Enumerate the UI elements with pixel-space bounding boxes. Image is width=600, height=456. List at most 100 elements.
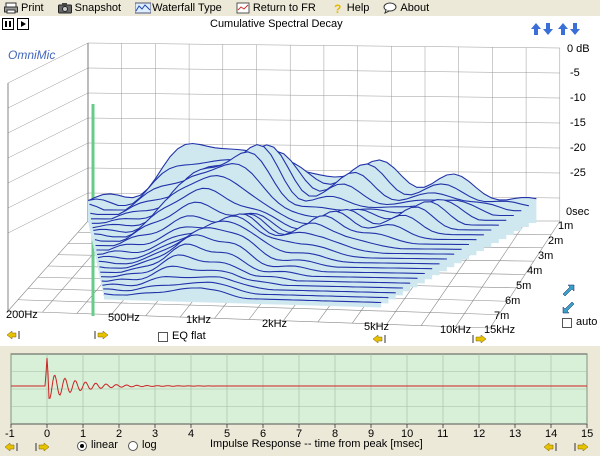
waterfall-type-button[interactable]: Waterfall Type — [134, 0, 222, 16]
time-tick: 1m — [558, 220, 574, 232]
impulse-x-tick: 10 — [401, 428, 414, 440]
waterfall-panel: Cumulative Spectral Decay OmniMic 0 dB -… — [0, 16, 600, 346]
auto-checkbox[interactable] — [562, 318, 572, 328]
down-arrow-icon[interactable] — [543, 23, 553, 35]
impulse-x-tick: 8 — [332, 428, 339, 440]
plot-title: Cumulative Spectral Decay — [210, 18, 343, 30]
impulse-x-tick: 6 — [260, 428, 267, 440]
waterfall-plot — [7, 42, 561, 329]
impulse-x-tick: 15 — [581, 428, 594, 440]
impulse-x-tick: 11 — [437, 428, 449, 440]
impulse-x-tick: -1 — [5, 428, 15, 440]
pause-button[interactable] — [2, 18, 14, 30]
time-tick: 4m — [527, 265, 543, 277]
db-tick: -20 — [570, 142, 586, 154]
spectral-slice — [104, 287, 382, 308]
waterfall-icon — [134, 2, 152, 14]
impulse-xlabel: Impulse Response -- time from peak [msec… — [210, 438, 423, 450]
time-tick: 2m — [548, 235, 564, 247]
spectral-slice-line — [87, 142, 537, 202]
linear-radio[interactable] — [77, 441, 87, 451]
snapshot-label: Snapshot — [74, 2, 122, 14]
spectral-slice-line — [100, 254, 411, 284]
impulse-x-tick: 2 — [116, 428, 123, 440]
impulse-x-tick: 14 — [545, 428, 558, 440]
impulse-grid — [10, 354, 588, 428]
scroll-arrow-icon[interactable] — [573, 442, 589, 452]
log-radio[interactable] — [128, 441, 138, 451]
time-tick: 6m — [505, 295, 521, 307]
scroll-arrow-icon[interactable] — [543, 442, 559, 452]
time-tick: 5m — [516, 280, 532, 292]
rotate-up-icon[interactable] — [562, 284, 576, 298]
spectral-slice — [103, 282, 389, 304]
db-tick: -10 — [570, 92, 586, 104]
impulse-x-tick: 1 — [80, 428, 87, 440]
printer-icon — [4, 2, 18, 14]
freq-tick: 1kHz — [186, 314, 212, 326]
spectral-slice-line — [94, 187, 477, 241]
help-label: Help — [346, 2, 370, 14]
about-button[interactable]: About — [383, 0, 429, 16]
impulse-panel: -1 0 1 2 3 4 5 6 7 8 9 10 11 12 13 14 15 linear log Impu… — [0, 346, 600, 456]
log-label: log — [142, 439, 157, 451]
spectral-slice-line — [100, 243, 418, 279]
freq-tick: 2kHz — [262, 318, 288, 330]
scroll-arrow-icon[interactable] — [372, 334, 388, 344]
spectral-slice-line — [97, 215, 447, 260]
time-tick: 0sec — [566, 206, 590, 218]
return-to-fr-button[interactable]: Return to FR — [236, 0, 316, 16]
up-arrow-icon[interactable] — [531, 23, 541, 35]
brand-label: OmniMic — [8, 48, 56, 62]
speech-bubble-icon — [383, 2, 397, 14]
waterfall-type-label: Waterfall Type — [152, 2, 222, 14]
print-button[interactable]: Print — [4, 0, 44, 16]
spectral-slice-line — [88, 159, 530, 207]
eq-flat-label: EQ flat — [172, 330, 206, 342]
db-tick: -25 — [570, 167, 586, 179]
spectral-slice-line — [103, 287, 382, 304]
impulse-trace — [11, 357, 587, 399]
freq-tick: 200Hz — [6, 309, 38, 321]
scale-arrows — [531, 23, 580, 35]
scroll-arrow-icon[interactable] — [34, 442, 50, 452]
help-button[interactable]: ? Help — [330, 0, 370, 16]
freq-tick: 10kHz — [440, 324, 472, 336]
play-button[interactable] — [17, 18, 29, 30]
impulse-x-tick: 4 — [188, 428, 195, 440]
scroll-arrow-icon[interactable] — [471, 334, 487, 344]
scroll-arrow-icon[interactable] — [6, 330, 22, 340]
print-label: Print — [21, 2, 44, 14]
camera-icon — [57, 2, 72, 14]
spectral-slice-line — [101, 265, 403, 289]
auto-label: auto — [576, 316, 598, 328]
down-arrow-icon[interactable] — [570, 23, 580, 35]
spectral-slice-line — [102, 276, 396, 294]
time-tick: 3m — [538, 250, 554, 262]
time-tick: 7m — [494, 310, 510, 322]
spectral-slice-line — [95, 213, 462, 250]
scroll-arrow-icon[interactable] — [93, 330, 109, 340]
db-tick: -15 — [570, 117, 586, 129]
impulse-x-tick: 13 — [509, 428, 522, 440]
impulse-x-tick: 5 — [224, 428, 231, 440]
spectral-slice-line — [98, 227, 433, 270]
spectral-slice-line — [94, 201, 470, 246]
rotate-down-icon[interactable] — [562, 301, 576, 315]
spectral-slice-line — [97, 220, 440, 265]
impulse-x-tick: 3 — [152, 428, 159, 440]
snapshot-button[interactable]: Snapshot — [57, 0, 122, 16]
impulse-plot — [10, 353, 588, 428]
spectral-slice-line — [89, 150, 522, 212]
up-arrow-icon[interactable] — [558, 23, 568, 35]
eq-flat-checkbox[interactable] — [158, 332, 168, 342]
scroll-arrow-icon[interactable] — [4, 442, 20, 452]
freq-tick: 5kHz — [364, 321, 390, 333]
db-tick: 0 dB — [567, 43, 590, 55]
spectral-slice-line — [99, 234, 425, 275]
freq-tick: 15kHz — [484, 324, 516, 336]
impulse-x-tick: 12 — [473, 428, 486, 440]
linear-label: linear — [91, 439, 118, 451]
spectral-slice-line — [96, 213, 455, 255]
spectral-slices — [87, 142, 537, 308]
